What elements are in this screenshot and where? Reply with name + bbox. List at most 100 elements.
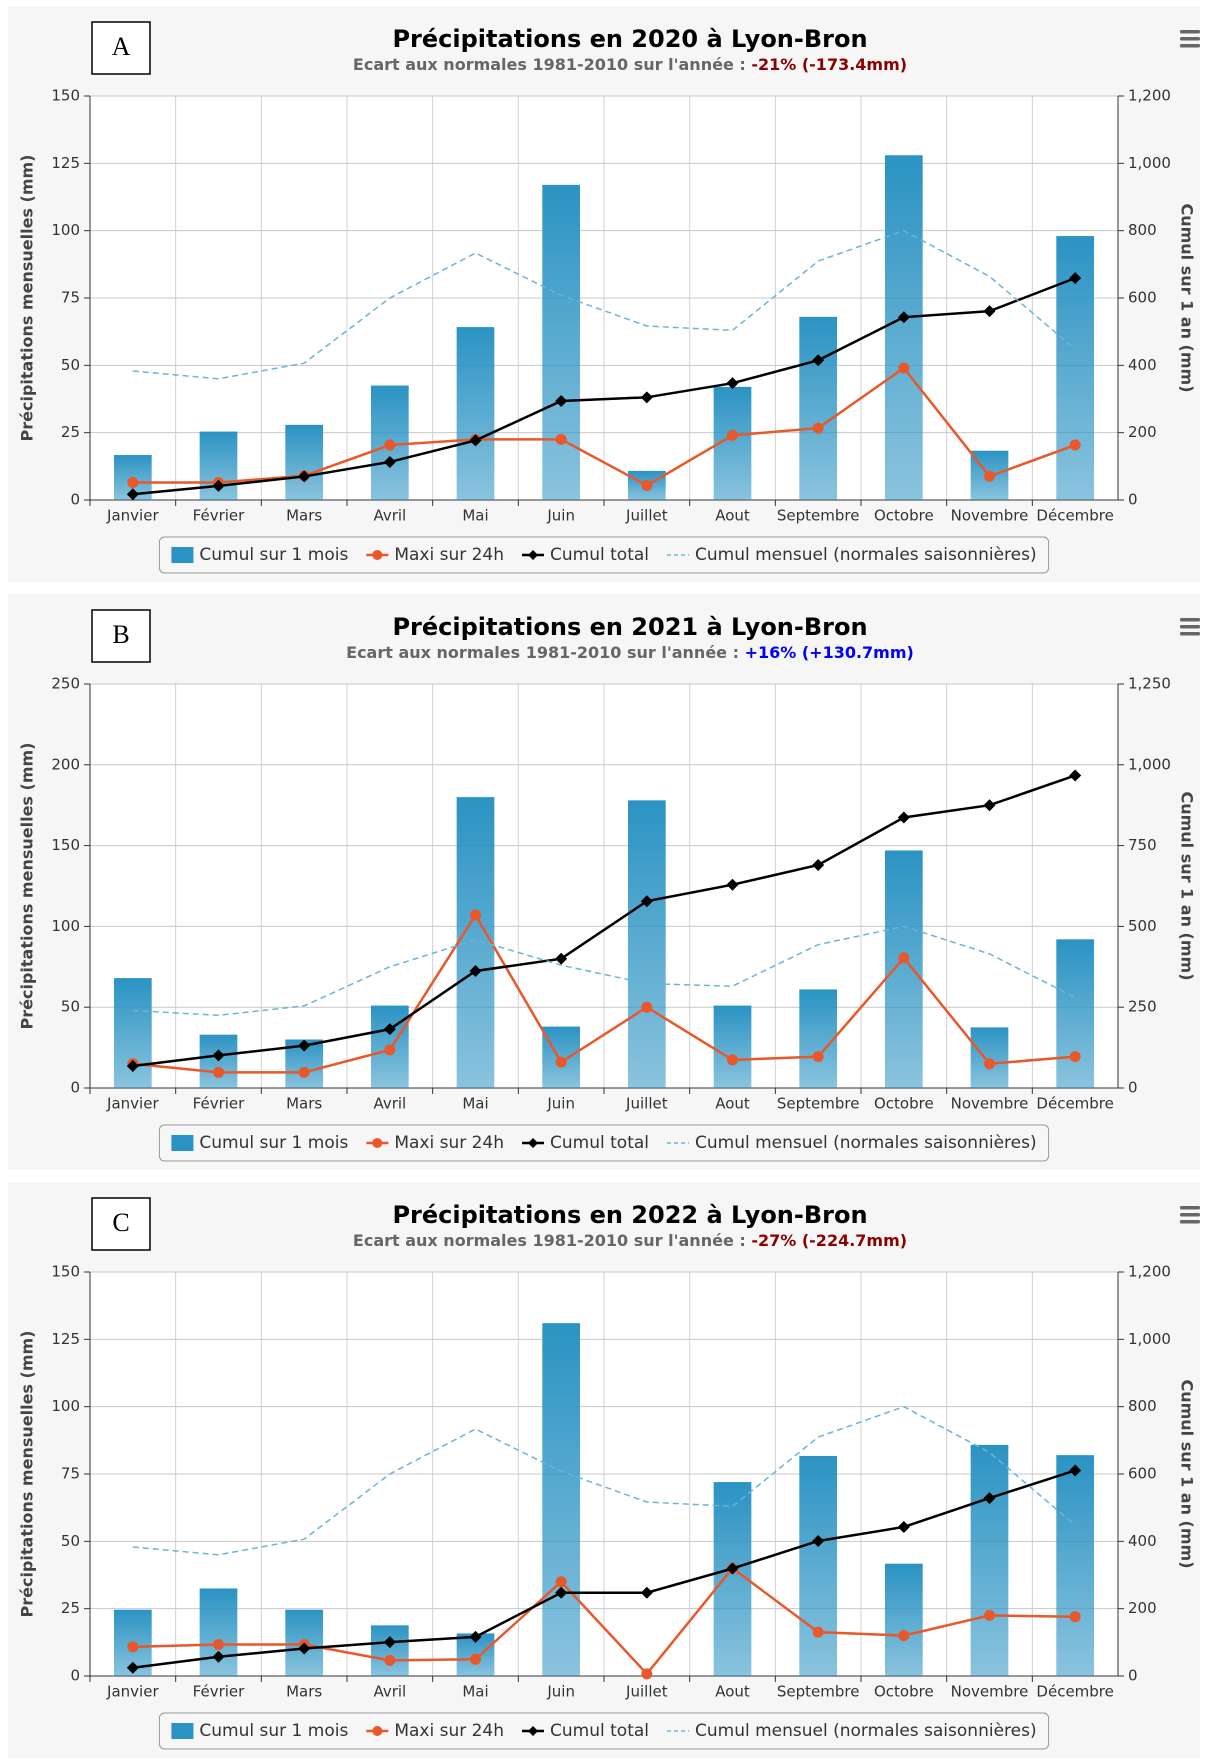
bar bbox=[799, 1455, 838, 1676]
bar bbox=[799, 989, 838, 1088]
x-tick-label: Aout bbox=[715, 507, 750, 525]
bar bbox=[456, 797, 495, 1088]
line-marker bbox=[812, 1534, 825, 1547]
y2-tick-label: 250 bbox=[1128, 998, 1157, 1016]
y2-tick-label: 0 bbox=[1128, 1079, 1138, 1097]
bar bbox=[884, 1563, 923, 1676]
y2-tick-label: 1,250 bbox=[1128, 675, 1171, 693]
y2-tick-label: 400 bbox=[1128, 356, 1157, 374]
line-marker bbox=[384, 1044, 396, 1056]
line-marker bbox=[641, 1001, 653, 1013]
line-marker bbox=[298, 1039, 311, 1052]
legend: Cumul sur 1 mois Maxi sur 24h Cumul total C… bbox=[158, 1712, 1050, 1750]
bar bbox=[713, 1005, 752, 1088]
legend-label: Cumul sur 1 mois bbox=[199, 1721, 348, 1741]
legend-marker bbox=[372, 1138, 383, 1148]
line-marker bbox=[983, 799, 996, 812]
line-marker bbox=[298, 470, 311, 483]
bar bbox=[199, 1588, 238, 1676]
line-marker bbox=[555, 952, 568, 965]
y2-tick-label: 600 bbox=[1128, 1465, 1157, 1483]
legend-label: Cumul mensuel (normales saisonnières) bbox=[695, 545, 1037, 565]
line-marker bbox=[298, 1642, 311, 1655]
line-marker bbox=[1069, 769, 1082, 782]
y-tick-label: 75 bbox=[61, 1465, 80, 1483]
y-tick-label: 0 bbox=[70, 491, 80, 509]
y2-tick-label: 200 bbox=[1128, 423, 1157, 441]
x-tick-label: Juillet bbox=[625, 1095, 668, 1113]
chart-title: Précipitations en 2022 à Lyon-Bron bbox=[392, 1201, 867, 1229]
line-marker bbox=[1069, 1611, 1081, 1623]
bar bbox=[970, 1444, 1009, 1676]
line-marker bbox=[212, 1650, 225, 1663]
y-tick-label: 250 bbox=[51, 675, 80, 693]
y2-tick-label: 1,200 bbox=[1128, 1263, 1171, 1281]
line-marker bbox=[984, 1058, 995, 1070]
bar bbox=[970, 1027, 1009, 1088]
legend-marker bbox=[372, 1726, 383, 1736]
x-tick-label: Mars bbox=[286, 507, 322, 525]
line-marker bbox=[1069, 1464, 1082, 1477]
menu-icon-bar bbox=[1180, 37, 1200, 41]
y-tick-label: 125 bbox=[51, 1330, 80, 1348]
line-marker bbox=[983, 305, 996, 318]
x-tick-label: Février bbox=[193, 507, 245, 525]
line-marker bbox=[384, 1654, 396, 1666]
legend-label: Maxi sur 24h bbox=[394, 1133, 504, 1153]
x-tick-label: Décembre bbox=[1036, 507, 1113, 525]
line-marker bbox=[897, 811, 910, 824]
line-marker bbox=[812, 1626, 824, 1638]
y2-axis-label: Cumul sur 1 an (mm) bbox=[1178, 203, 1197, 392]
x-tick-label: Mars bbox=[286, 1683, 322, 1701]
line-marker bbox=[984, 470, 995, 482]
y-axis-label: Précipitations mensuelles (mm) bbox=[18, 1331, 37, 1618]
y-tick-label: 150 bbox=[51, 836, 80, 854]
panel-label: C bbox=[112, 1208, 129, 1237]
line-marker bbox=[898, 952, 910, 964]
menu-icon-bar bbox=[1180, 1206, 1200, 1210]
line-marker bbox=[212, 479, 225, 492]
x-tick-label: Aout bbox=[715, 1095, 750, 1113]
y-tick-label: 75 bbox=[61, 289, 80, 307]
line-marker bbox=[812, 422, 824, 434]
x-tick-label: Novembre bbox=[951, 507, 1029, 525]
line-marker bbox=[469, 1630, 482, 1643]
line-marker bbox=[212, 1049, 225, 1062]
y2-tick-label: 0 bbox=[1128, 491, 1138, 509]
subtitle-text: Ecart aux normales 1981-2010 sur l'année… bbox=[353, 1231, 746, 1250]
menu-icon-bar bbox=[1180, 1213, 1200, 1217]
y2-tick-label: 400 bbox=[1128, 1532, 1157, 1550]
y-tick-label: 100 bbox=[51, 221, 80, 239]
y-tick-label: 0 bbox=[70, 1079, 80, 1097]
bar bbox=[456, 327, 495, 500]
legend-label: Cumul total bbox=[550, 1721, 649, 1741]
series-line bbox=[132, 1566, 1076, 1676]
legend-symbol bbox=[171, 1135, 194, 1151]
x-tick-label: Septembre bbox=[777, 1683, 860, 1701]
menu-icon-bar bbox=[1180, 632, 1200, 636]
line-marker bbox=[640, 895, 653, 908]
legend-label: Cumul mensuel (normales saisonnières) bbox=[695, 1721, 1037, 1741]
menu-icon-bar bbox=[1180, 618, 1200, 622]
line-marker bbox=[727, 429, 738, 441]
series-line bbox=[132, 276, 1076, 496]
bar bbox=[799, 316, 838, 500]
y-tick-label: 50 bbox=[61, 998, 80, 1016]
line-marker bbox=[383, 1636, 396, 1649]
subtitle-text: Ecart aux normales 1981-2010 sur l'année… bbox=[353, 55, 746, 74]
line-marker bbox=[812, 354, 825, 367]
legend-label: Cumul mensuel (normales saisonnières) bbox=[695, 1133, 1037, 1153]
line-marker bbox=[470, 909, 481, 921]
subtitle-value: -21% (-173.4mm) bbox=[751, 55, 907, 74]
line-marker bbox=[812, 1051, 824, 1063]
legend: Cumul sur 1 mois Maxi sur 24h Cumul total C… bbox=[158, 536, 1050, 574]
line-marker bbox=[898, 1630, 910, 1642]
line-marker bbox=[127, 1641, 139, 1653]
legend-symbol bbox=[171, 1723, 194, 1739]
panel-label-box bbox=[91, 21, 151, 75]
y2-tick-label: 600 bbox=[1128, 289, 1157, 307]
line-marker bbox=[469, 965, 482, 978]
x-tick-label: Décembre bbox=[1036, 1095, 1113, 1113]
x-tick-label: Mai bbox=[462, 1095, 488, 1113]
